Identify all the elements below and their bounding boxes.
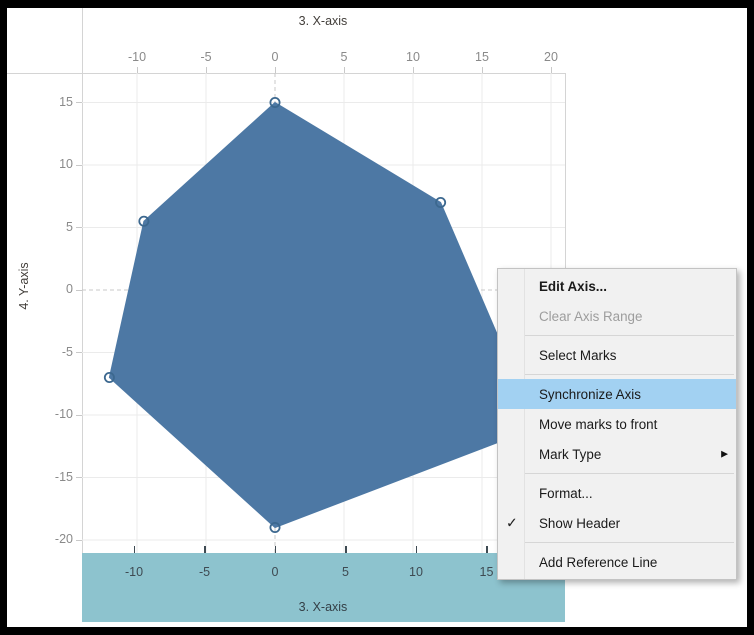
- worksheet-area: 3. X-axis -10 -5 0 5 10 15 20 4. Y-axis 15 10 5 0…: [7, 8, 747, 627]
- tick-label: 0: [271, 50, 279, 64]
- menu-item-move-marks-to-front[interactable]: Move marks to front: [498, 409, 736, 439]
- submenu-arrow-icon: ▶: [721, 448, 728, 459]
- menu-separator: [525, 473, 734, 474]
- menu-item-label: Show Header: [539, 515, 621, 531]
- menu-item-label: Format...: [539, 485, 593, 501]
- menu-item-clear-axis-range: Clear Axis Range: [498, 301, 736, 331]
- menu-item-label: Mark Type: [539, 446, 602, 462]
- bottom-axis-title: 3. X-axis: [298, 600, 348, 614]
- tick-label: 0: [66, 282, 73, 296]
- tick-label: 5: [342, 565, 349, 579]
- tick-label: 15: [479, 565, 494, 579]
- menu-item-label: Synchronize Axis: [539, 386, 641, 402]
- vertex-marker[interactable]: [269, 521, 281, 533]
- tick-label: 10: [59, 157, 73, 171]
- menu-separator: [525, 374, 734, 375]
- tick-label: -5: [198, 565, 211, 579]
- menu-item-label: Move marks to front: [539, 416, 658, 432]
- checkmark-icon: ✓: [506, 514, 518, 531]
- menu-separator: [525, 335, 734, 336]
- tick-mark: [76, 102, 82, 103]
- menu-item-select-marks[interactable]: Select Marks: [498, 340, 736, 370]
- tick-mark: [76, 227, 82, 228]
- vertex-marker[interactable]: [269, 96, 281, 108]
- menu-item-label: Edit Axis...: [539, 278, 607, 294]
- vertex-marker[interactable]: [138, 215, 150, 227]
- menu-separator: [525, 542, 734, 543]
- menu-item-synchronize-axis[interactable]: Synchronize Axis: [498, 379, 736, 409]
- tick-mark: [345, 546, 347, 553]
- bottom-axis-header-selected[interactable]: -10 -5 0 5 10 15 3. X-axis: [82, 553, 565, 622]
- menu-item-label: Clear Axis Range: [539, 308, 643, 324]
- tick-mark: [136, 67, 138, 73]
- tick-mark: [76, 352, 82, 353]
- menu-gutter-line: [524, 269, 525, 579]
- axis-context-menu: Edit Axis... Clear Axis Range Select Marks…: [497, 268, 737, 580]
- tick-mark: [481, 67, 483, 73]
- tick-mark: [343, 67, 345, 73]
- tick-label: 10: [406, 50, 420, 64]
- tick-mark: [76, 289, 82, 291]
- tick-mark: [76, 414, 82, 416]
- tick-label: -5: [200, 50, 212, 64]
- tick-label: 5: [340, 50, 348, 64]
- menu-item-mark-type[interactable]: Mark Type ▶: [498, 439, 736, 469]
- tick-label: -10: [124, 565, 144, 579]
- tick-label: 15: [475, 50, 489, 64]
- tick-label: -10: [54, 407, 73, 421]
- tick-mark: [76, 477, 82, 478]
- top-header-divider: [7, 73, 565, 74]
- tick-mark: [133, 546, 135, 553]
- menu-item-add-reference-line[interactable]: Add Reference Line: [498, 547, 736, 577]
- tick-mark: [486, 546, 488, 553]
- tick-mark: [76, 164, 82, 166]
- tick-label: 10: [409, 565, 423, 579]
- plot-area[interactable]: [82, 73, 565, 553]
- tick-mark: [274, 546, 276, 553]
- tick-mark: [205, 67, 207, 73]
- tick-label: -10: [127, 50, 147, 64]
- tick-label: 0: [271, 565, 279, 579]
- tick-label: -15: [54, 469, 73, 484]
- tick-label: 15: [59, 94, 73, 109]
- vertex-marker[interactable]: [103, 371, 115, 383]
- tick-label: 5: [66, 219, 73, 234]
- menu-item-label: Select Marks: [539, 347, 617, 363]
- tick-mark: [415, 546, 417, 553]
- tick-mark: [204, 546, 206, 553]
- tick-label: -5: [61, 344, 73, 359]
- menu-item-format[interactable]: Format...: [498, 478, 736, 508]
- menu-item-show-header[interactable]: ✓ Show Header: [498, 508, 736, 538]
- tick-mark: [550, 67, 552, 73]
- menu-item-label: Add Reference Line: [539, 554, 658, 570]
- left-header-divider: [82, 8, 83, 553]
- tick-mark: [274, 67, 276, 73]
- top-axis-title: 3. X-axis: [298, 14, 348, 28]
- tick-mark: [412, 67, 414, 73]
- menu-item-edit-axis[interactable]: Edit Axis...: [498, 271, 736, 301]
- tick-mark: [76, 539, 82, 541]
- tick-label: -20: [54, 532, 73, 546]
- polygon-mark[interactable]: [108, 101, 538, 529]
- vertex-marker[interactable]: [435, 197, 447, 209]
- tick-label: 20: [544, 50, 558, 64]
